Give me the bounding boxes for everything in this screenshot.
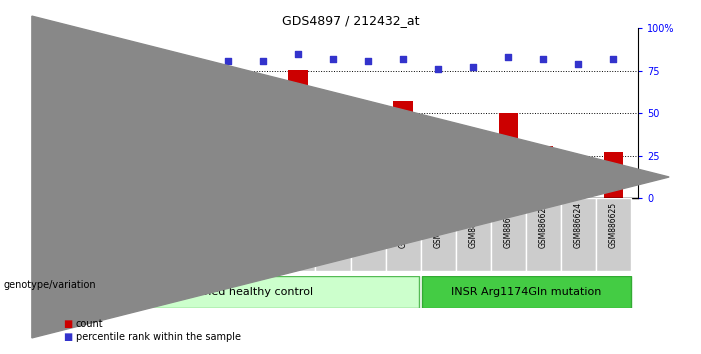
- Bar: [491, 198, 526, 271]
- Text: GSM886613: GSM886613: [189, 202, 197, 248]
- Point: [433, 66, 444, 72]
- Text: INSR Arg1174Gln mutation: INSR Arg1174Gln mutation: [451, 287, 601, 297]
- Text: GSM886614: GSM886614: [224, 202, 232, 248]
- Bar: [533, 146, 553, 198]
- Title: GDS4897 / 212432_at: GDS4897 / 212432_at: [282, 14, 419, 27]
- Bar: [561, 198, 596, 271]
- Bar: [422, 276, 631, 308]
- Bar: [218, 145, 238, 198]
- Text: GSM886612: GSM886612: [154, 202, 162, 248]
- Bar: [210, 198, 245, 271]
- Point: [117, 63, 128, 69]
- Bar: [183, 163, 203, 198]
- Bar: [315, 198, 350, 271]
- Point: [397, 56, 409, 62]
- Text: ■: ■: [63, 332, 72, 342]
- Bar: [604, 152, 623, 198]
- Text: GSM886615: GSM886615: [259, 202, 267, 248]
- Text: GSM886611: GSM886611: [118, 202, 127, 248]
- Point: [292, 51, 304, 57]
- Text: GSM886610: GSM886610: [83, 202, 92, 248]
- Bar: [456, 198, 491, 271]
- Bar: [245, 198, 280, 271]
- Bar: [393, 101, 413, 198]
- Text: GSM886618: GSM886618: [364, 202, 372, 248]
- Bar: [148, 73, 168, 198]
- Bar: [428, 194, 448, 198]
- Text: GSM886620: GSM886620: [434, 202, 442, 248]
- Bar: [323, 115, 343, 198]
- Bar: [350, 198, 386, 271]
- Bar: [569, 163, 588, 198]
- Bar: [175, 198, 210, 271]
- Bar: [105, 198, 140, 271]
- Point: [608, 56, 619, 62]
- Point: [257, 58, 268, 63]
- Text: count: count: [76, 319, 103, 329]
- Bar: [421, 198, 456, 271]
- Bar: [78, 110, 97, 198]
- Text: GSM886619: GSM886619: [399, 202, 407, 248]
- Text: percentile rank within the sample: percentile rank within the sample: [76, 332, 240, 342]
- Bar: [596, 198, 631, 271]
- Bar: [280, 198, 315, 271]
- Bar: [288, 70, 308, 198]
- Bar: [358, 119, 378, 198]
- Point: [503, 55, 514, 60]
- Point: [362, 58, 374, 63]
- Point: [327, 56, 339, 62]
- Point: [468, 64, 479, 70]
- Point: [538, 56, 549, 62]
- Bar: [386, 198, 421, 271]
- Point: [187, 61, 198, 67]
- Text: genotype/variation: genotype/variation: [4, 280, 96, 290]
- Text: GSM886616: GSM886616: [294, 202, 302, 248]
- Bar: [70, 276, 419, 308]
- Bar: [526, 198, 561, 271]
- Point: [573, 61, 584, 67]
- Text: GSM886617: GSM886617: [329, 202, 337, 248]
- Bar: [463, 193, 483, 198]
- Bar: [140, 198, 175, 271]
- Bar: [113, 164, 132, 198]
- Bar: [498, 113, 518, 198]
- Point: [82, 56, 93, 62]
- Point: [152, 53, 163, 58]
- Text: GSM886622: GSM886622: [504, 202, 512, 248]
- Text: GSM886624: GSM886624: [574, 202, 583, 248]
- Text: ■: ■: [63, 319, 72, 329]
- Text: GSM886625: GSM886625: [609, 202, 618, 248]
- Polygon shape: [32, 16, 669, 338]
- Bar: [70, 198, 105, 271]
- Bar: [253, 115, 273, 198]
- Text: matched healthy control: matched healthy control: [176, 287, 313, 297]
- Text: GSM886623: GSM886623: [539, 202, 547, 248]
- Text: GSM886621: GSM886621: [469, 202, 477, 248]
- Point: [222, 58, 233, 63]
